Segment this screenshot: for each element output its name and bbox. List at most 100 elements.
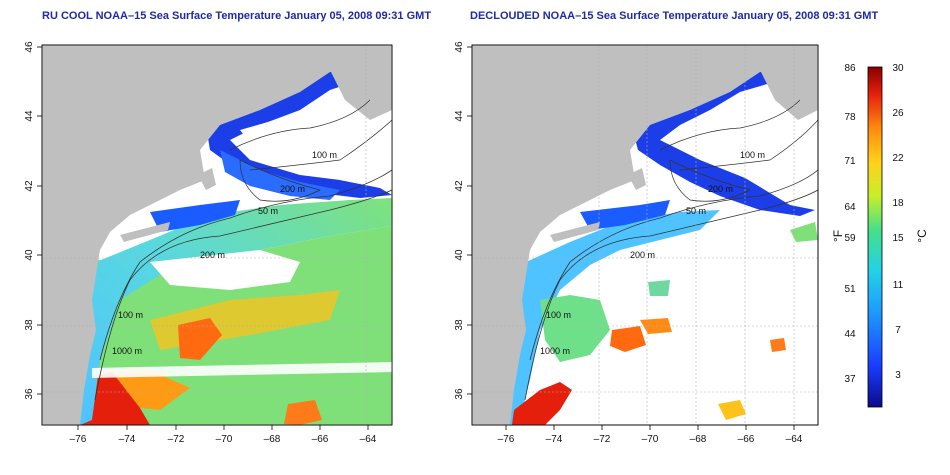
fahrenheit-tick: 51 [844, 284, 856, 295]
x-tick-label: –68 [690, 434, 707, 445]
y-tick-label: 38 [24, 319, 35, 331]
fahrenheit-tick: 59 [844, 233, 856, 244]
x-tick-label: –64 [360, 434, 377, 445]
colorbar: 86 78 71 64 59 51 44 37 30 26 22 18 15 1… [831, 63, 929, 408]
x-tick-label: –76 [70, 434, 87, 445]
right-contour-label: 100 m [740, 150, 765, 160]
fahrenheit-tick: 44 [844, 329, 856, 340]
right-map-title: DECLOUDED NOAA–15 Sea Surface Temperatur… [470, 10, 879, 22]
left-contour-label: 1000 m [112, 346, 142, 356]
y-tick-label: 40 [454, 249, 465, 261]
celsius-tick: 7 [895, 325, 901, 336]
right-contour-gom [659, 99, 818, 171]
right-lat-lon-grid [472, 45, 818, 425]
left-land-mass [42, 45, 392, 425]
left-cloud-patch-2 [240, 95, 392, 190]
y-tick-label: 42 [24, 180, 35, 192]
celsius-tick: 30 [892, 63, 904, 74]
left-sst-orange-patch-2 [284, 400, 322, 425]
right-gulf-stream-core [512, 382, 572, 425]
left-contour-label: 50 m [258, 206, 278, 216]
right-contour-label: 50 m [686, 206, 706, 216]
right-contour-label: 1000 m [540, 346, 570, 356]
y-tick-label: 42 [454, 180, 465, 192]
left-map-title: RU COOL NOAA–15 Sea Surface Temperature … [42, 10, 432, 22]
right-gulf-of-maine-water [630, 68, 815, 216]
right-contour-label: 200 m [630, 250, 655, 260]
x-tick-label: –70 [642, 434, 659, 445]
left-gulf-stream-edge [112, 370, 190, 410]
left-contour-label: 100 m [118, 310, 143, 320]
celsius-tick: 18 [892, 198, 904, 209]
celsius-tick: 26 [892, 108, 904, 119]
right-green-shelf [540, 295, 610, 362]
x-tick-label: –66 [312, 434, 329, 445]
right-contour-label: 100 m [546, 310, 571, 320]
fahrenheit-label: °F [831, 230, 845, 242]
left-contour-label-group: 100 m 200 m 50 m 200 m 100 m 1000 m [112, 150, 337, 356]
axis-ticks: –76 –74 –72 –70 –68 –66 –64 –76 –74 –72 … [24, 41, 803, 445]
y-tick-label: 40 [24, 249, 35, 261]
right-contour-200m [524, 189, 818, 401]
x-tick-label: –68 [264, 434, 281, 445]
x-tick-label: –64 [786, 434, 803, 445]
right-contour-label: 200 m [708, 184, 733, 194]
x-tick-label: –72 [594, 434, 611, 445]
right-map-panel: 100 m 200 m 50 m 200 m 100 m 1000 m [471, 44, 819, 426]
x-tick-label: –74 [546, 434, 563, 445]
celsius-tick: 22 [892, 153, 904, 164]
right-nova-scotia [760, 55, 818, 120]
right-plot-border [471, 44, 819, 426]
right-green-patch [790, 222, 818, 242]
fahrenheit-tick: 86 [844, 63, 856, 74]
celsius-tick: 15 [892, 233, 904, 244]
left-contour-label: 200 m [200, 250, 225, 260]
x-tick-label: –70 [216, 434, 233, 445]
y-tick-label: 46 [24, 41, 35, 53]
colorbar-gradient [867, 66, 883, 408]
left-sst-orange-patch [178, 318, 222, 360]
right-cape-cod [628, 168, 646, 190]
fahrenheit-tick: 71 [844, 156, 856, 167]
y-tick-label: 36 [24, 388, 35, 400]
y-tick-label: 46 [454, 41, 465, 53]
left-map-panel: 100 m 200 m 50 m 200 m 100 m 1000 m [41, 44, 393, 426]
right-orange-dot [770, 338, 786, 352]
right-contour-100m [529, 169, 818, 361]
celsius-tick: 3 [895, 370, 901, 381]
y-tick-label: 36 [454, 388, 465, 400]
left-contour-label: 200 m [280, 184, 305, 194]
y-tick-label: 44 [454, 110, 465, 122]
fahrenheit-tick: 64 [844, 202, 856, 213]
y-tick-label: 44 [24, 110, 35, 122]
right-warm-patch [610, 326, 646, 352]
y-tick-label: 38 [454, 319, 465, 331]
x-tick-label: –72 [168, 434, 185, 445]
left-contour-200m [94, 189, 392, 401]
left-long-island [120, 222, 170, 242]
left-lat-lon-grid [42, 45, 392, 425]
left-contour-100m [99, 169, 392, 361]
left-nova-scotia [330, 55, 392, 120]
left-cloud-patch [150, 250, 300, 290]
left-contour-label: 100 m [312, 150, 337, 160]
left-gulf-of-maine-water [205, 62, 392, 198]
x-tick-label: –74 [119, 434, 136, 445]
right-yellow-patch [718, 400, 746, 420]
right-contour-gom-2 [669, 159, 752, 202]
right-green-patch-2 [648, 280, 670, 296]
left-cape-cod [198, 168, 216, 190]
celsius-label: °C [915, 229, 929, 243]
left-cloud-streak [92, 362, 392, 378]
left-contour-gom [229, 99, 392, 171]
fahrenheit-tick: 37 [844, 374, 856, 385]
left-plot-border [41, 44, 393, 426]
fahrenheit-tick: 78 [844, 112, 856, 123]
right-cold-coastal-band [580, 200, 670, 230]
x-tick-label: –66 [738, 434, 755, 445]
left-contour-gom-2 [239, 159, 322, 202]
right-shelf-water [508, 210, 720, 425]
x-tick-label: –76 [498, 434, 515, 445]
right-land-mass [472, 45, 818, 425]
